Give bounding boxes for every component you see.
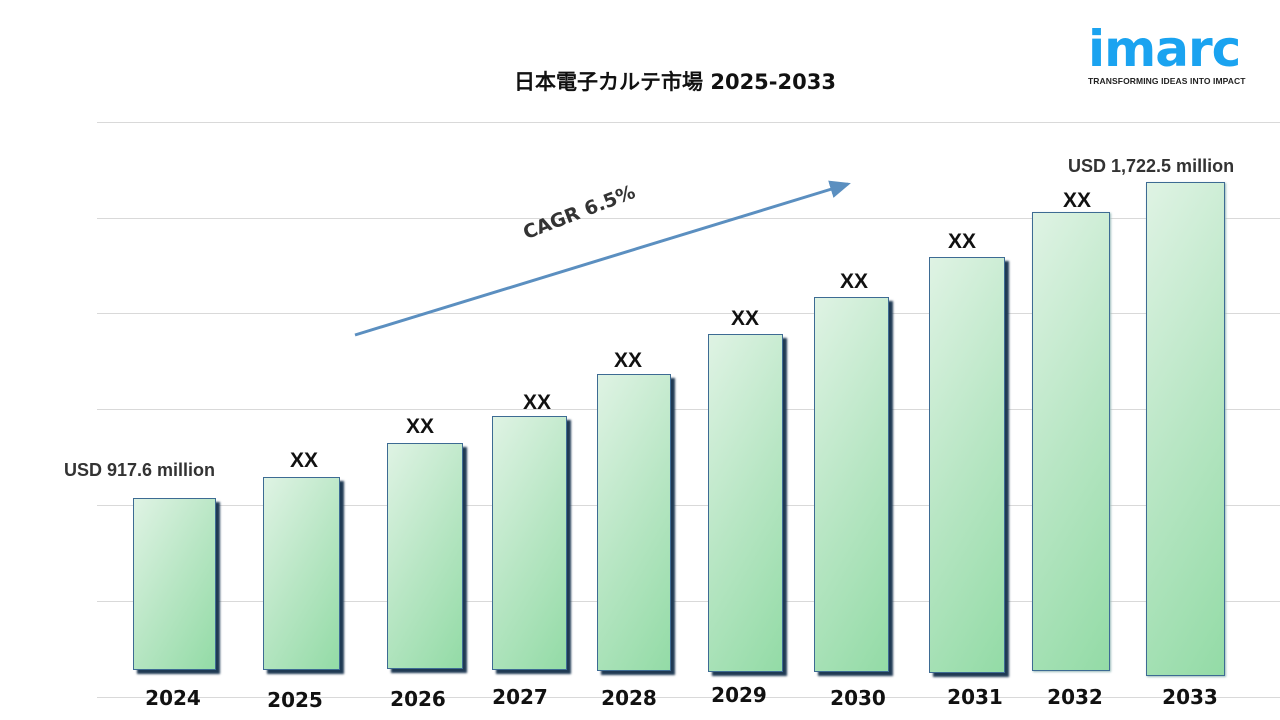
bar-value-label: XX — [613, 349, 642, 372]
bar-2030 — [814, 297, 889, 672]
bar-value-label: XX — [522, 391, 551, 414]
bar-2027 — [492, 416, 567, 670]
bar-value-label: XX — [839, 270, 868, 293]
x-tick-label: 2025 — [267, 688, 323, 712]
x-tick-label: 2026 — [390, 687, 446, 711]
gridline — [97, 313, 1280, 314]
bar-2032 — [1032, 212, 1110, 671]
x-tick-label: 2024 — [145, 686, 201, 710]
bar-2031 — [929, 257, 1005, 673]
bar-2026 — [387, 443, 463, 669]
gridline — [97, 122, 1280, 123]
x-tick-label: 2027 — [492, 685, 548, 709]
bar-value-label: XX — [730, 307, 759, 330]
x-tick-label: 2031 — [947, 685, 1003, 709]
gridline — [97, 697, 1280, 698]
bar-2028 — [597, 374, 671, 671]
gridline — [97, 601, 1280, 602]
x-tick-label: 2030 — [830, 686, 886, 710]
chart-title: 日本電子カルテ市場 2025-2033 — [514, 70, 836, 94]
bar-2024 — [133, 498, 216, 670]
gridline — [97, 218, 1280, 219]
bar-value-label: XX — [405, 415, 434, 438]
bar-value-label: XX — [947, 230, 976, 253]
x-tick-label: 2028 — [601, 686, 657, 710]
imarc-logo: imarc TRANSFORMING IDEAS INTO IMPACT — [1088, 20, 1268, 86]
bar-value-label: XX — [289, 449, 318, 472]
x-tick-label: 2032 — [1047, 685, 1103, 709]
bar-2033 — [1146, 182, 1225, 676]
x-tick-label: 2029 — [711, 683, 767, 707]
x-tick-label: 2033 — [1162, 685, 1218, 709]
bar-2025 — [263, 477, 340, 670]
start-value-label: USD 917.6 million — [64, 460, 216, 480]
bar-value-label: XX — [1062, 189, 1091, 212]
gridline — [97, 409, 1280, 410]
gridline — [97, 505, 1280, 506]
logo-wordmark: imarc — [1088, 20, 1241, 78]
logo-tagline: TRANSFORMING IDEAS INTO IMPACT — [1088, 76, 1246, 86]
end-value-label: USD 1,722.5 million — [1068, 156, 1235, 176]
bar-2029 — [708, 334, 783, 672]
